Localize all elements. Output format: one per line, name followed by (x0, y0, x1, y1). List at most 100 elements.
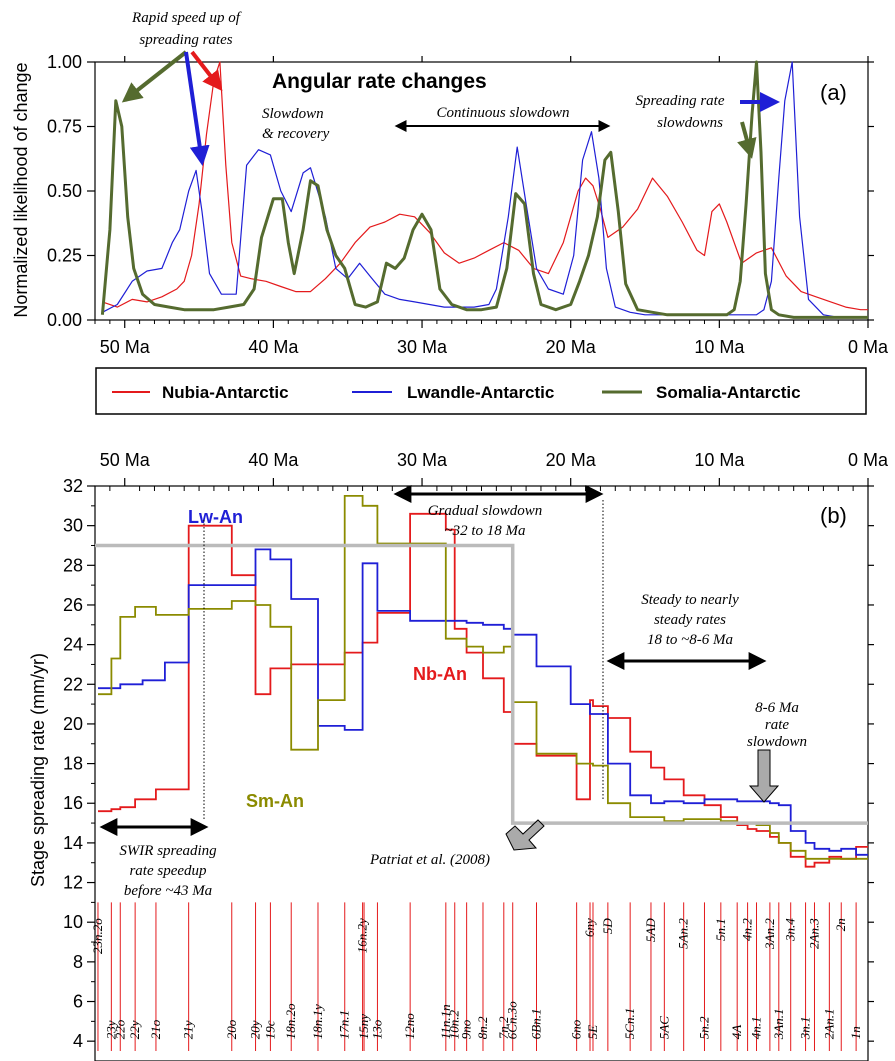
grey-arrow-patriat (505, 819, 545, 851)
label-lw-an: Lw-An (188, 507, 243, 527)
panel-b-ytick-label: 32 (63, 476, 83, 496)
panel-b-ytick-label: 20 (63, 714, 83, 734)
panel-b-ytick-label: 22 (63, 674, 83, 694)
legend: Nubia-Antarctic Lwandle-Antarctic Somali… (95, 367, 867, 415)
chron-label: 15ny (356, 1014, 371, 1040)
chron-label: 21o (148, 1019, 163, 1039)
annot-rate-line3: slowdown (747, 734, 807, 750)
panel-a-ytick-label: 1.00 (47, 52, 82, 72)
panel-b-ytick-label: 4 (73, 1031, 83, 1051)
panel-b-ytick-label: 8 (73, 952, 83, 972)
chron-label: 1n (848, 1026, 863, 1039)
panel-b-xtick-label: 40 Ma (248, 450, 299, 470)
panel-a-title: Angular rate changes (272, 70, 487, 93)
chron-label: 3An.2 (762, 918, 777, 950)
chron-label: 23n.2o (90, 918, 105, 954)
chron-label: 2An.3 (806, 918, 821, 949)
chron-label: 12no (402, 1013, 417, 1040)
grey-arrow-rate-slowdown (748, 749, 780, 803)
series-line-lwandle-antarctic (102, 61, 868, 318)
chron-label: 2An.1 (821, 1008, 836, 1039)
chron-label: 16n.2y (355, 918, 370, 953)
panel-b-series (95, 494, 868, 868)
chron-label: 5n.1 (713, 918, 728, 941)
chron-label: 2n (833, 918, 848, 931)
panel-a-xtick-label: 40 Ma (248, 337, 299, 357)
chron-label: 17n.1 (337, 1010, 352, 1039)
annot-patriat: Patriat et al. (2008) (369, 852, 490, 868)
panel-b-xtick-label: 20 Ma (546, 450, 597, 470)
annot-srs-line1: Spreading rate (635, 93, 724, 109)
panel-a-ticks: 50 Ma 40 Ma 30 Ma 20 Ma 10 Ma 0 Ma 0.00 0.25 0.5… (47, 52, 889, 357)
chron-label: 5E (585, 1025, 600, 1040)
panel-a-xtick-label: 10 Ma (694, 337, 745, 357)
chron-label: 11n.1n (438, 1004, 453, 1039)
chron-label: 6Cn.3o (505, 1001, 520, 1039)
panel-a-ytick-label: 0.00 (47, 310, 82, 330)
chron-label: 20y (248, 1020, 263, 1039)
chron-label: 13o (369, 1019, 384, 1039)
panel-b-ytick-label: 6 (73, 992, 83, 1012)
panel-a-xtick-label: 0 Ma (848, 337, 889, 357)
chron-label: 5AC (656, 1016, 671, 1039)
chron-label: 9no (459, 1019, 474, 1039)
annot-swir-line1: SWIR spreading (119, 843, 217, 859)
chron-label: 5Cn.1 (622, 1008, 637, 1039)
legend-nubia: Nubia-Antarctic (162, 383, 289, 402)
chron-label: 6Bn.1 (529, 1008, 544, 1039)
arrow-srs-green (737, 121, 757, 159)
panel-b-xtick-label: 0 Ma (848, 450, 889, 470)
annot-steady-line1: Steady to nearly (641, 592, 739, 608)
chron-label: 5D (600, 918, 615, 935)
legend-lwandle: Lwandle-Antarctic (407, 383, 554, 402)
chron-label: 5AD (643, 918, 658, 942)
chron-label: 19c (262, 1020, 277, 1039)
annot-rate-line1: 8-6 Ma (755, 700, 799, 716)
panel-b-xtick-label: 50 Ma (100, 450, 151, 470)
panel-b-ytick-label: 14 (63, 833, 83, 853)
panel-b-ytick-label: 18 (63, 754, 83, 774)
panel-b-ylabel: Stage spreading rate (mm/yr) (28, 653, 48, 887)
annot-continuous: Continuous slowdown (437, 105, 570, 121)
chron-label: 3n.4 (783, 918, 798, 942)
chron-label: 22y (127, 1020, 142, 1039)
chron-label: 4A (729, 1025, 744, 1040)
chron-label: 3An.1 (771, 1008, 786, 1040)
chron-label: 23y (103, 1020, 118, 1039)
panel-b-ytick-label: 10 (63, 912, 83, 932)
legend-box (95, 367, 867, 415)
annot-swir-line3: before ~43 Ma (124, 883, 212, 899)
chron-label: 22o (112, 1019, 127, 1039)
arrow-rapid-green (121, 50, 188, 103)
panel-b-ytick-label: 30 (63, 516, 83, 536)
chron-label: 4n.1 (749, 1016, 764, 1039)
legend-somalia: Somalia-Antarctic (656, 383, 801, 402)
chron-label: 3n.1 (798, 1016, 813, 1040)
chron-label: 4n.2 (740, 918, 755, 941)
chron-label: 8n.2 (475, 1016, 490, 1039)
series-line-nb-an (98, 512, 868, 868)
annot-gradual-line1: Gradual slowdown (428, 503, 543, 519)
panel-b-ytick-label: 28 (63, 555, 83, 575)
annot-steady-line3: 18 to ~8-6 Ma (647, 632, 733, 648)
panel-b-xtick-label: 30 Ma (397, 450, 448, 470)
panel-b: 50 Ma 40 Ma 30 Ma 20 Ma 10 Ma 0 Ma 4 6 8 10 12 14 16… (28, 450, 889, 1061)
chron-label: 18n.1y (310, 1004, 325, 1039)
panel-a-xtick-label: 50 Ma (100, 337, 151, 357)
annot-slowdown-line1: Slowdown (262, 106, 324, 122)
series-line-patriat-et-al-2008 (95, 543, 868, 825)
panel-b-ytick-label: 24 (63, 635, 83, 655)
chron-label: 6no (569, 1019, 584, 1039)
panel-b-ytick-label: 26 (63, 595, 83, 615)
panel-a-tag: (a) (820, 80, 847, 105)
label-nb-an: Nb-An (413, 664, 467, 684)
chron-label: 7n.2 (496, 1016, 511, 1039)
annot-srs-line2: slowdowns (657, 115, 723, 131)
chron-label: 18n.2o (283, 1003, 298, 1039)
panel-a-ytick-label: 0.75 (47, 117, 82, 137)
annot-steady-line2: steady rates (654, 612, 726, 628)
panel-b-frame (94, 485, 869, 1061)
panel-a-ylabel: Normalized likelihood of change (11, 62, 31, 317)
